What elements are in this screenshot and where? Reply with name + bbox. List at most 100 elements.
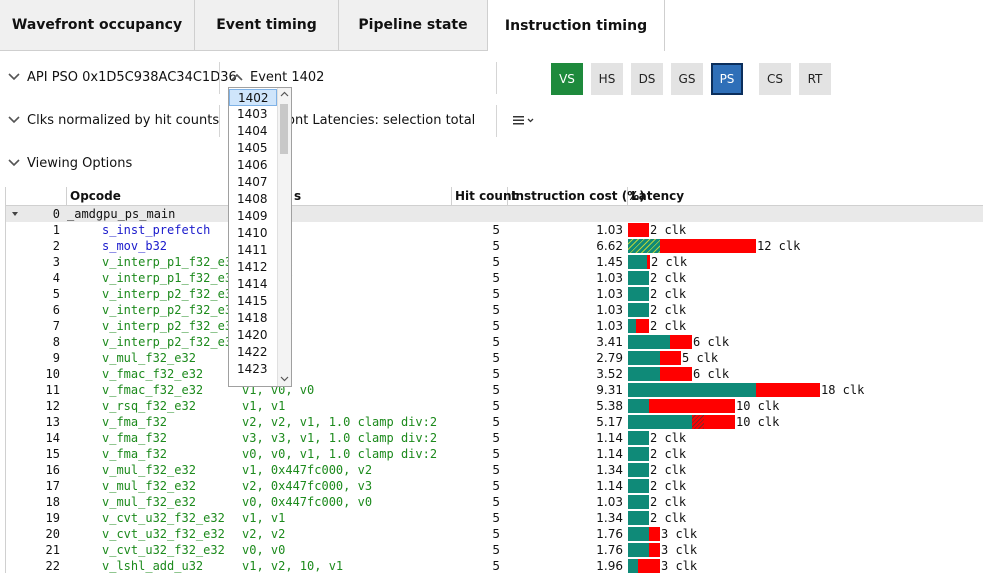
row-operands: v0, 0x447fc000, v0 [242, 495, 373, 509]
event-option[interactable]: 1422 [237, 345, 268, 359]
tab-pipeline-state[interactable]: Pipeline state [339, 0, 488, 50]
scroll-up-icon[interactable] [279, 90, 290, 99]
latency-label: 3 clk [661, 527, 698, 541]
tab-event-timing[interactable]: Event timing [195, 0, 339, 50]
row-index: 5 [52, 287, 60, 301]
column-latency[interactable]: Latency [631, 189, 685, 203]
event-option[interactable]: 1420 [237, 328, 268, 342]
row-index: 16 [45, 463, 60, 477]
row-opcode: v_fma_f32 [102, 447, 168, 461]
stage-button-vs[interactable]: VS [551, 63, 583, 95]
table-row[interactable]: 17 v_mul_f32_e32 v2, 0x447fc000, v3 5 1.14 2 … [6, 478, 983, 494]
row-opcode: v_mul_f32_e32 [102, 463, 196, 477]
row-latency [628, 206, 983, 222]
latency-label: 10 clk [736, 399, 780, 413]
row-hit-count: 5 [492, 383, 500, 397]
latencies-selector[interactable]: ont Latencies: selection total [287, 109, 475, 131]
tab-instruction-timing[interactable]: Instruction timing [487, 0, 665, 51]
viewing-options-toggle[interactable]: Viewing Options [7, 152, 132, 174]
clks-normalization-selector[interactable]: Clks normalized by hit counts [7, 109, 219, 131]
menu-button[interactable] [511, 109, 535, 131]
table-row[interactable]: 6v_interp_p2_f32_e3attr0.x51.032 clk [6, 302, 983, 318]
table-row[interactable]: 16 v_mul_f32_e32 v1, 0x447fc000, v2 5 1.34 2 … [6, 462, 983, 478]
row-operands: v0, v0, v1, 1.0 clamp div:2 [242, 447, 438, 461]
latency-bar-stall [649, 527, 660, 541]
event-option[interactable]: 1406 [237, 158, 268, 172]
table-row[interactable]: 21 v_cvt_u32_f32_e32 v0, v0 5 1.76 3 clk [6, 542, 983, 558]
tab-wavefront-occupancy[interactable]: Wavefront occupancy [0, 0, 195, 50]
row-opcode: v_mul_f32_e32 [102, 351, 196, 365]
event-option[interactable]: 1407 [237, 175, 268, 189]
column-operands[interactable]: s [242, 187, 452, 205]
table-row[interactable]: 12 v_rsq_f32_e32 v1, v1 5 5.38 10 clk [6, 398, 983, 414]
column-instruction-cost[interactable]: Instruction cost (%) [508, 187, 645, 205]
row-latency: 2 clk [628, 302, 983, 318]
row-index: 6 [52, 303, 60, 317]
table-row[interactable]: 4v_interp_p1_f32_e3attr0.y51.032 clk [6, 270, 983, 286]
event-option[interactable]: 1411 [237, 243, 268, 257]
table-row[interactable]: 2 s_mov_b32 5 6.62 12 clk [6, 238, 983, 254]
expand-icon[interactable] [10, 206, 20, 222]
stage-button-ds[interactable]: DS [631, 63, 663, 95]
table-row[interactable]: 19 v_cvt_u32_f32_e32 v1, v1 5 1.34 2 clk [6, 510, 983, 526]
event-option[interactable]: 1414 [237, 277, 268, 291]
table-row[interactable]: 14 v_fma_f32 v3, v3, v1, 1.0 clamp div:2 5 1… [6, 430, 983, 446]
latency-bar-wait [628, 559, 638, 573]
table-row[interactable]: 18 v_mul_f32_e32 v0, 0x447fc000, v0 5 1.03 2 … [6, 494, 983, 510]
table-row[interactable]: 0 _amdgpu_ps_main [6, 206, 983, 222]
column-opcode[interactable]: Opcode [67, 187, 242, 205]
stage-button-hs[interactable]: HS [591, 63, 623, 95]
row-hit-count: 5 [492, 415, 500, 429]
scroll-down-icon[interactable] [279, 374, 290, 383]
table-row[interactable]: 22 v_lshl_add_u32 v1, v2, 10, v1 5 1.96 3 clk [6, 558, 983, 573]
latency-label: 18 clk [821, 383, 865, 397]
latency-bar-stall [660, 351, 681, 365]
api-pso-selector[interactable]: API PSO 0x1D5C938AC34C1D36 [7, 66, 237, 88]
table-row[interactable]: 11 v_fmac_f32_e32 v1, v0, v0 5 9.31 18 clk [6, 382, 983, 398]
event-option[interactable]: 1412 [237, 260, 268, 274]
event-dropdown-list[interactable]: 1402 1403 1404 1405 1406 1407 1408 1409 1410 1411… [228, 87, 292, 387]
table-row[interactable]: 5v_interp_p2_f32_e3attr0.z51.032 clk [6, 286, 983, 302]
stage-button-cs[interactable]: CS [759, 63, 791, 95]
row-latency: 12 clk [628, 238, 983, 254]
event-option[interactable]: 1403 [237, 107, 268, 121]
row-index: 14 [45, 431, 60, 445]
table-row[interactable]: 15 v_fma_f32 v0, v0, v1, 1.0 clamp div:2 5 1… [6, 446, 983, 462]
stage-button-gs[interactable]: GS [671, 63, 703, 95]
stage-button-ps[interactable]: PS [711, 63, 743, 95]
row-index: 21 [45, 543, 60, 557]
table-row[interactable]: 1 s_inst_prefetch 5 1.03 2 clk [6, 222, 983, 238]
dropdown-scroll-thumb[interactable] [280, 104, 288, 154]
row-latency: 3 clk [628, 526, 983, 542]
row-instruction-cost: 1.03 [596, 271, 623, 285]
table-row[interactable]: 9v_mul_f32_e32v252.795 clk [6, 350, 983, 366]
stage-button-rt[interactable]: RT [799, 63, 831, 95]
row-opcode: v_interp_p2_f32_e3 [102, 303, 233, 317]
row-hit-count: 5 [492, 335, 500, 349]
table-row[interactable]: 3v_interp_p1_f32_e3attr0.x51.452 clk [6, 254, 983, 270]
event-option[interactable]: 1402 [229, 89, 277, 106]
row-hit-count: 5 [492, 479, 500, 493]
event-selector[interactable]: Event 1402 [230, 66, 324, 88]
row-opcode: s_inst_prefetch [102, 223, 211, 237]
table-row[interactable]: 7v_interp_p2_f32_e3attr0.y51.032 clk [6, 318, 983, 334]
column-hit-count[interactable]: Hit count [452, 187, 517, 205]
event-option[interactable]: 1404 [237, 124, 268, 138]
table-row[interactable]: 10v_fmac_f32_e32v353.526 clk [6, 366, 983, 382]
event-option[interactable]: 1408 [237, 192, 268, 206]
row-operands: v3, v3, v1, 1.0 clamp div:2 [242, 431, 438, 445]
row-instruction-cost: 1.03 [596, 223, 623, 237]
event-option[interactable]: 1409 [237, 209, 268, 223]
row-hit-count: 5 [492, 511, 500, 525]
event-option[interactable]: 1423 [237, 362, 268, 376]
dropdown-scrollbar[interactable] [277, 88, 291, 386]
table-row[interactable]: 13 v_fma_f32 v2, v2, v1, 1.0 clamp div:2 5 5… [6, 414, 983, 430]
table-row[interactable]: 20 v_cvt_u32_f32_e32 v2, v2 5 1.76 3 clk [6, 526, 983, 542]
event-option[interactable]: 1415 [237, 294, 268, 308]
latency-label: 2 clk [650, 223, 687, 237]
event-option[interactable]: 1418 [237, 311, 268, 325]
row-instruction-cost: 1.34 [596, 463, 623, 477]
event-option[interactable]: 1405 [237, 141, 268, 155]
table-row[interactable]: 8v_interp_p2_f32_e3attr0.z53.416 clk [6, 334, 983, 350]
event-option[interactable]: 1410 [237, 226, 268, 240]
